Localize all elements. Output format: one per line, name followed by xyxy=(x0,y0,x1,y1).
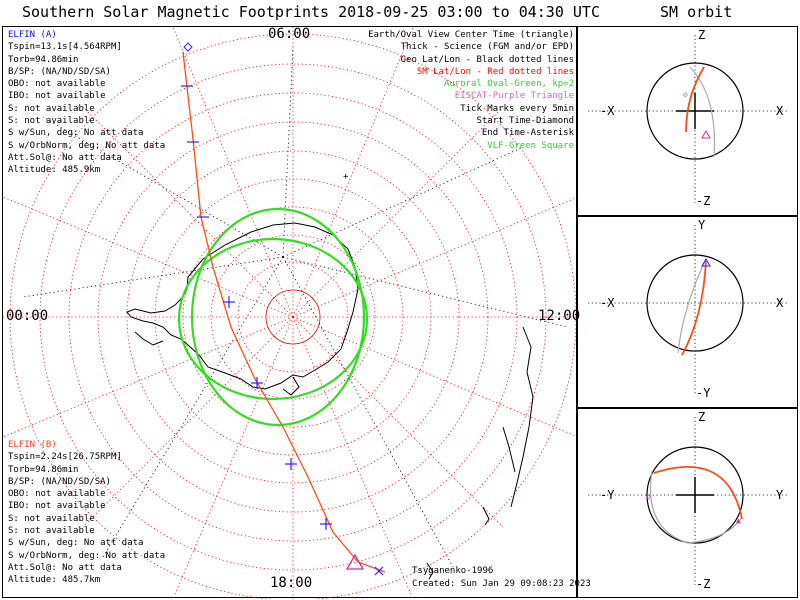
clock-label-00: 00:00 xyxy=(6,308,49,324)
legend-item: Thick - Science (FGM and/or EPD) xyxy=(400,42,574,53)
elfin-b-line: IBO: not available xyxy=(8,501,106,512)
model-credit: Tsyganenko-1996 xyxy=(412,566,494,576)
legend-item: Earth/Oval View Center Time (triangle) xyxy=(368,30,574,40)
elfin-b-line: S w/Sun, deg: No att data xyxy=(8,538,144,549)
elfin-b-line: S w/OrbNorm, deg: No att data xyxy=(8,550,166,561)
main-title: Southern Solar Magnetic Footprints 2018-… xyxy=(22,3,600,21)
legend-item: End Time-Asterisk xyxy=(481,128,574,139)
elfin-a-line: S w/OrbNorm, deg: No att data xyxy=(8,140,166,151)
legend-item: Start Time-Diamond xyxy=(476,116,574,127)
legend-item: SM Lat/Lon - Red dotted lines xyxy=(416,66,574,77)
geo-grid-lines xyxy=(22,46,569,568)
footprint-map: + xyxy=(3,27,578,599)
elfin-a-line: OBO: not available xyxy=(8,79,106,90)
elfin-b-info: ELFIN (B) Tspin=2.24s[26.75RPM] Torb=94.… xyxy=(8,439,165,587)
elfin-b-header: ELFIN (B) xyxy=(8,440,57,450)
legend-item: EISCAT-Purple Triangle xyxy=(454,91,574,102)
elfin-b-line: Tspin=2.24s[26.75RPM] xyxy=(8,452,122,463)
orbit3-top-label: Z xyxy=(698,410,706,424)
clock-label-12: 12:00 xyxy=(538,308,581,324)
clock-label-18: 18:00 xyxy=(270,575,313,591)
svg-text:◇: ◇ xyxy=(646,492,651,501)
legend-item: Tick Marks every 5min xyxy=(460,103,574,114)
elfin-a-line: S: not available xyxy=(8,116,95,127)
map-legend: Earth/Oval View Center Time (triangle) Th… xyxy=(368,29,574,152)
start-time-diamond-icon xyxy=(183,42,193,52)
view-center-triangle-icon xyxy=(345,553,365,570)
orbit-panel-xy: Y -Y -X X xyxy=(577,216,798,408)
elfin-a-line: Tspin=13.1s[4.564RPM] xyxy=(8,42,122,53)
orbit-plot-xy xyxy=(588,225,789,395)
elfin-a-line: S w/Sun, deg: No att data xyxy=(8,128,144,139)
orbit3-right-label: Y xyxy=(776,488,784,502)
orbit1-right-label: X xyxy=(776,104,784,118)
geo-pole-marker-icon: + xyxy=(343,172,349,182)
elfin-a-line: S: not available xyxy=(8,103,95,114)
orbit1-top-label: Z xyxy=(698,28,706,42)
elfin-b-line: S: not available xyxy=(8,513,95,524)
elfin-b-line: Torb=94.86min xyxy=(8,464,79,475)
orbit-plot-yz: ▲ ◇ xyxy=(588,417,789,585)
clock-label-06: 06:00 xyxy=(268,26,311,42)
created-timestamp: Created: Sun Jan 29 09:08:23 2023 xyxy=(412,579,591,589)
orbit3-left-label: -Y xyxy=(600,488,615,502)
elfin-a-line: Torb=94.86min xyxy=(8,54,79,65)
legend-item: VLF-Green Square xyxy=(487,140,574,151)
orbit-panel-yz: ▲ ◇ Z -Z -Y Y xyxy=(577,408,798,598)
elfin-a-info: ELFIN (A) Tspin=13.1s[4.564RPM] Torb=94.… xyxy=(8,29,165,177)
legend-item: Geo Lat/Lon - Black dotted lines xyxy=(400,54,574,65)
elfin-b-line: B/SP: (NA/ND/SD/SA) xyxy=(8,476,111,487)
track-tick-marks xyxy=(181,85,384,576)
orbit-title: SM orbit xyxy=(660,3,733,21)
orbit2-left-label: -X xyxy=(600,296,615,310)
orbit2-right-label: X xyxy=(776,296,784,310)
elfin-a-header: ELFIN (A) xyxy=(8,30,57,40)
orbit2-top-label: Y xyxy=(698,218,706,232)
svg-text:◇: ◇ xyxy=(683,90,688,99)
orbit1-left-label: -X xyxy=(600,104,615,118)
orbit3-bottom-label: -Z xyxy=(696,577,711,591)
elfin-b-line: Altitude: 485.7km xyxy=(8,575,101,586)
elfin-a-line: Altitude: 485.9km xyxy=(8,165,101,176)
elfin-b-line: OBO: not available xyxy=(8,489,106,500)
legend-item: Auroral Oval-Green, kp=2 xyxy=(443,79,574,90)
elfin-b-line: S: not available xyxy=(8,526,95,537)
footprint-map-panel: + xyxy=(2,26,578,599)
orbit1-bottom-label: -Z xyxy=(696,194,711,208)
sm-longitude-lines xyxy=(3,27,578,599)
elfin-a-line: IBO: not available xyxy=(8,91,106,102)
elfin-b-line: Att.Sol@: No att data xyxy=(8,562,122,573)
auroral-oval xyxy=(177,207,369,427)
antarctic-coastline xyxy=(126,222,534,580)
orbit-plot-xz: ◇ xyxy=(588,35,789,203)
elfin-a-line: B/SP: (NA/ND/SD/SA) xyxy=(8,66,111,77)
orbit2-bottom-label: -Y xyxy=(696,386,711,400)
elfin-a-line: Att.Sol@: No att data xyxy=(8,152,122,163)
svg-text:▲: ▲ xyxy=(736,516,741,525)
orbit-panel-xz: ◇ Z -Z -X X xyxy=(577,26,798,216)
elfin-footprint-track xyxy=(182,51,386,573)
